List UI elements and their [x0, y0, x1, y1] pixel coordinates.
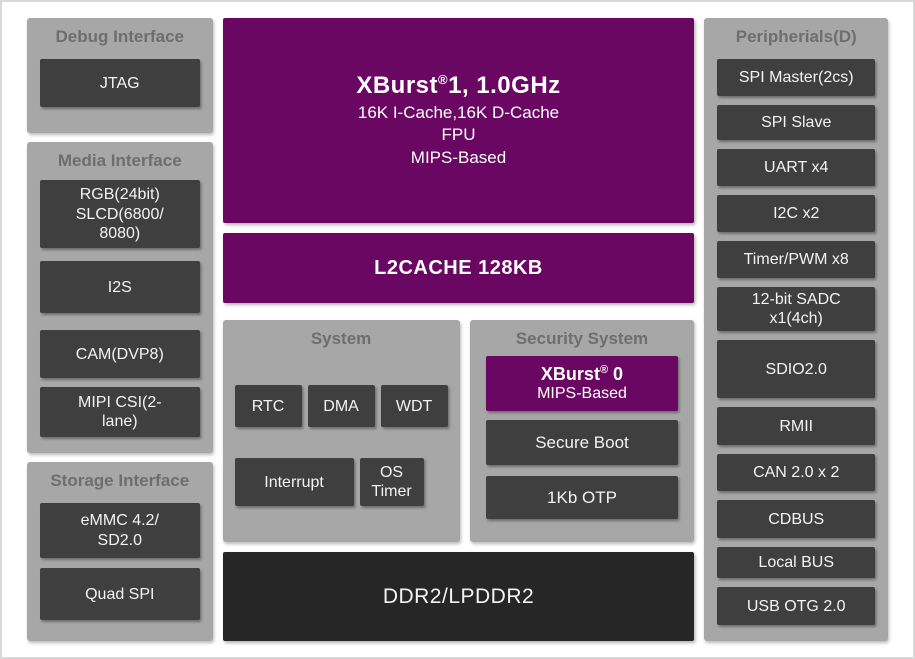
- block-uart: UART x4: [717, 149, 875, 187]
- center-column: XBurst®1, 1.0GHz 16K I-Cache,16K D-Cache…: [222, 18, 695, 641]
- block-os-timer: OS Timer: [359, 458, 424, 507]
- block-i2c: I2C x2: [717, 195, 875, 233]
- group-title-security-system: Security System: [515, 329, 649, 348]
- block-interrupt: Interrupt: [234, 458, 354, 507]
- group-system: System RTC DMA WDT Interrupt OS Timer: [222, 320, 460, 542]
- system-row2: Interrupt OS Timer: [234, 458, 448, 507]
- group-debug-interface: Debug Interface JTAG: [27, 18, 213, 133]
- xburst1-title: XBurst®1, 1.0GHz: [356, 71, 561, 99]
- block-i2s: I2S: [40, 261, 200, 314]
- block-sdio: SDIO2.0: [717, 340, 875, 399]
- block-xburst0-cpu: XBurst® 0 MIPS-Based: [485, 356, 679, 412]
- group-title-system: System: [310, 329, 372, 348]
- block-dma: DMA: [307, 385, 375, 428]
- block-can: CAN 2.0 x 2: [717, 454, 875, 492]
- block-emmc-sd: eMMC 4.2/ SD2.0: [40, 503, 200, 559]
- block-spi-master: SPI Master(2cs): [717, 59, 875, 97]
- block-1kb-otp: 1Kb OTP: [485, 476, 679, 520]
- block-wdt: WDT: [380, 385, 448, 428]
- group-security-system: Security System XBurst® 0 MIPS-Based Sec…: [469, 320, 695, 542]
- group-title-peripherals: Peripherials(D): [735, 27, 857, 46]
- block-local-bus: Local BUS: [717, 547, 875, 579]
- block-rgb-slcd: RGB(24bit) SLCD(6800/ 8080): [40, 180, 200, 249]
- block-spi-slave: SPI Slave: [717, 105, 875, 141]
- system-row: System RTC DMA WDT Interrupt OS Timer Se…: [222, 320, 695, 542]
- group-media-interface: Media Interface RGB(24bit) SLCD(6800/ 80…: [27, 142, 213, 453]
- system-row1: RTC DMA WDT: [234, 385, 448, 428]
- peripherals-stack: SPI Master(2cs) SPI Slave UART x4 I2C x2…: [717, 59, 875, 626]
- group-title-storage-interface: Storage Interface: [50, 471, 190, 490]
- block-xburst1-cpu: XBurst®1, 1.0GHz 16K I-Cache,16K D-Cache…: [222, 18, 695, 223]
- block-usb-otg: USB OTG 2.0: [717, 587, 875, 626]
- left-column: Debug Interface JTAG Media Interface RGB…: [27, 18, 213, 641]
- group-title-media-interface: Media Interface: [57, 151, 182, 170]
- block-ddr2-lpddr2: DDR2/LPDDR2: [222, 552, 695, 641]
- block-rmii: RMII: [717, 407, 875, 446]
- block-l2cache: L2CACHE 128KB: [222, 233, 695, 303]
- block-timer-pwm: Timer/PWM x8: [717, 241, 875, 279]
- block-secure-boot: Secure Boot: [485, 420, 679, 466]
- group-title-debug-interface: Debug Interface: [55, 27, 185, 46]
- xburst0-title: XBurst® 0: [540, 364, 624, 385]
- block-rtc: RTC: [234, 385, 302, 428]
- right-column: Peripherials(D) SPI Master(2cs) SPI Slav…: [704, 18, 888, 641]
- block-cam-dvp8: CAM(DVP8): [40, 330, 200, 379]
- block-quad-spi: Quad SPI: [40, 568, 200, 621]
- block-sadc: 12-bit SADC x1(4ch): [717, 287, 875, 332]
- block-cdbus: CDBUS: [717, 500, 875, 539]
- group-storage-interface: Storage Interface eMMC 4.2/ SD2.0 Quad S…: [27, 462, 213, 641]
- xburst1-details: 16K I-Cache,16K D-Cache FPU MIPS-Based: [357, 102, 560, 167]
- group-peripherals: Peripherials(D) SPI Master(2cs) SPI Slav…: [704, 18, 888, 641]
- block-jtag: JTAG: [40, 59, 200, 108]
- xburst0-details: MIPS-Based: [537, 385, 627, 403]
- block-mipi-csi: MIPI CSI(2- lane): [40, 387, 200, 438]
